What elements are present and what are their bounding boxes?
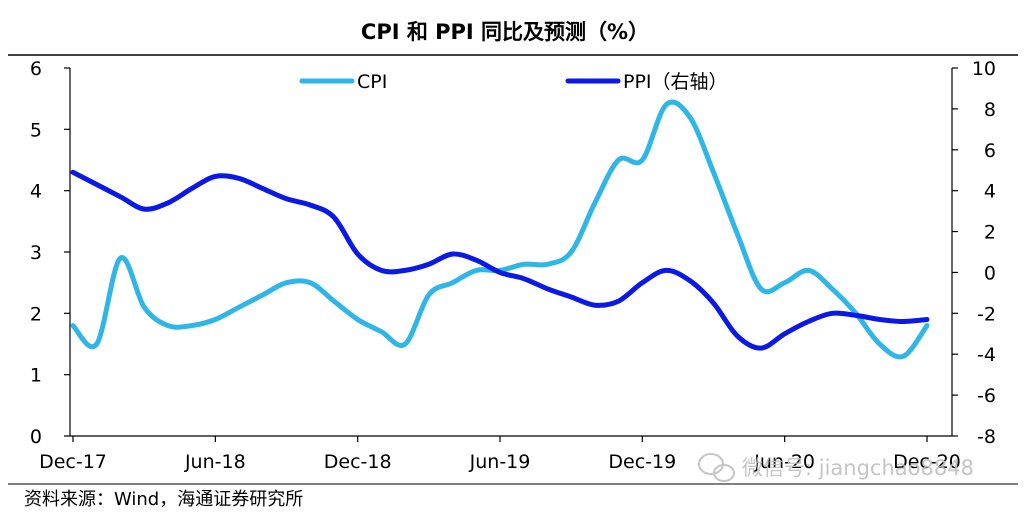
y-right-tick-label: 8 xyxy=(984,99,996,121)
y-ticks-right: -8 -6 -4 -2 0 2 4 6 8 10 xyxy=(952,58,996,448)
legend: CPI PPI（右轴） xyxy=(299,71,728,93)
y-left-tick-label: 0 xyxy=(30,426,42,448)
y-right-tick-label: 2 xyxy=(984,222,996,244)
x-tick-label: Dec-17 xyxy=(39,451,107,473)
x-tick-label: Jun-18 xyxy=(184,451,246,473)
legend-ppi-label: PPI（右轴） xyxy=(623,71,728,93)
watermark: 微信号: jiangchao8848 xyxy=(698,453,974,482)
watermark-text: 微信号: jiangchao8848 xyxy=(742,456,974,480)
y-left-tick-label: 6 xyxy=(30,58,42,80)
y-right-tick-label: -6 xyxy=(977,385,996,407)
y-left-tick-label: 5 xyxy=(30,119,42,141)
y-left-tick-label: 3 xyxy=(30,242,42,264)
y-right-tick-label: 0 xyxy=(984,262,996,284)
cpi-series-line xyxy=(70,99,930,360)
y-ticks-left: 0 1 2 3 4 5 6 xyxy=(30,58,70,448)
series-layer xyxy=(70,99,930,360)
y-left-tick-label: 2 xyxy=(30,303,42,325)
x-ticks: Dec-17 Jun-18 Dec-18 Jun-19 Dec-19 Jun-20 Dec-… xyxy=(39,436,961,473)
wechat-icon xyxy=(698,453,735,482)
y-right-tick-label: 10 xyxy=(972,58,996,80)
x-tick-label: Jun-19 xyxy=(469,451,531,473)
x-tick-label: Dec-18 xyxy=(324,451,392,473)
source-note: 资料来源：Wind，海通证券研究所 xyxy=(24,489,303,510)
x-tick-label: Jun-20 xyxy=(753,451,815,473)
x-tick-label: Dec-19 xyxy=(608,451,676,473)
y-left-tick-label: 1 xyxy=(30,365,42,387)
chart-title: CPI 和 PPI 同比及预测（%） xyxy=(361,20,649,44)
y-right-tick-label: -4 xyxy=(977,344,996,366)
x-tick-label: Dec-20 xyxy=(893,451,961,473)
y-right-tick-label: 6 xyxy=(984,140,996,162)
legend-cpi-label: CPI xyxy=(357,71,387,93)
y-left-tick-label: 4 xyxy=(30,181,42,203)
y-right-tick-label: -8 xyxy=(977,426,996,448)
ppi-series-line xyxy=(70,169,930,351)
y-right-tick-label: 4 xyxy=(984,181,996,203)
y-right-tick-label: -2 xyxy=(977,303,996,325)
